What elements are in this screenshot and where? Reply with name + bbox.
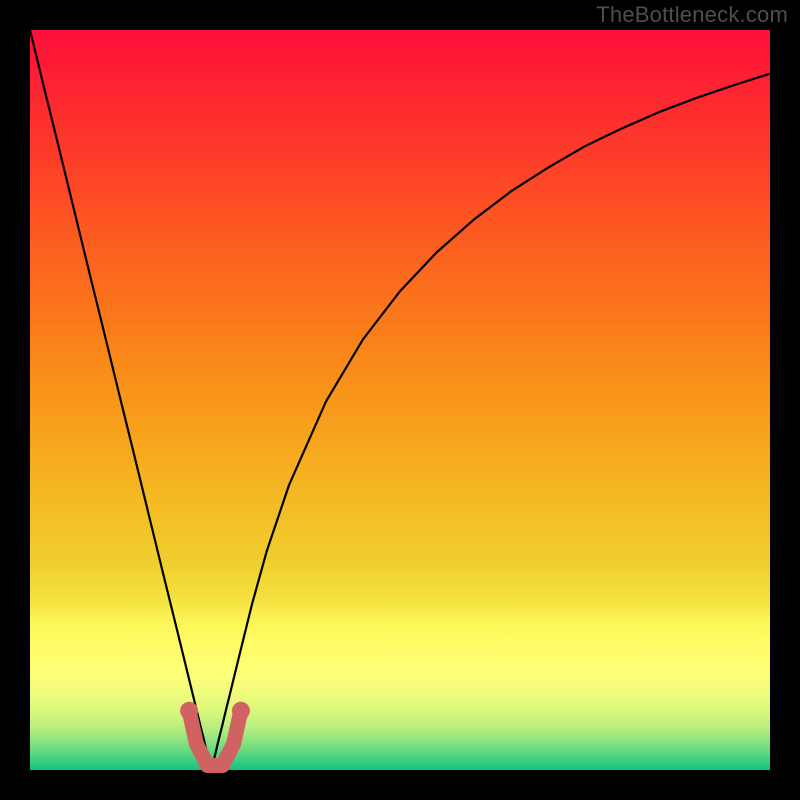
valley-endpoint-marker	[180, 702, 198, 720]
bottleneck-chart	[0, 0, 800, 800]
chart-container: TheBottleneck.com	[0, 0, 800, 800]
valley-endpoint-marker	[232, 702, 250, 720]
plot-background	[30, 30, 770, 770]
